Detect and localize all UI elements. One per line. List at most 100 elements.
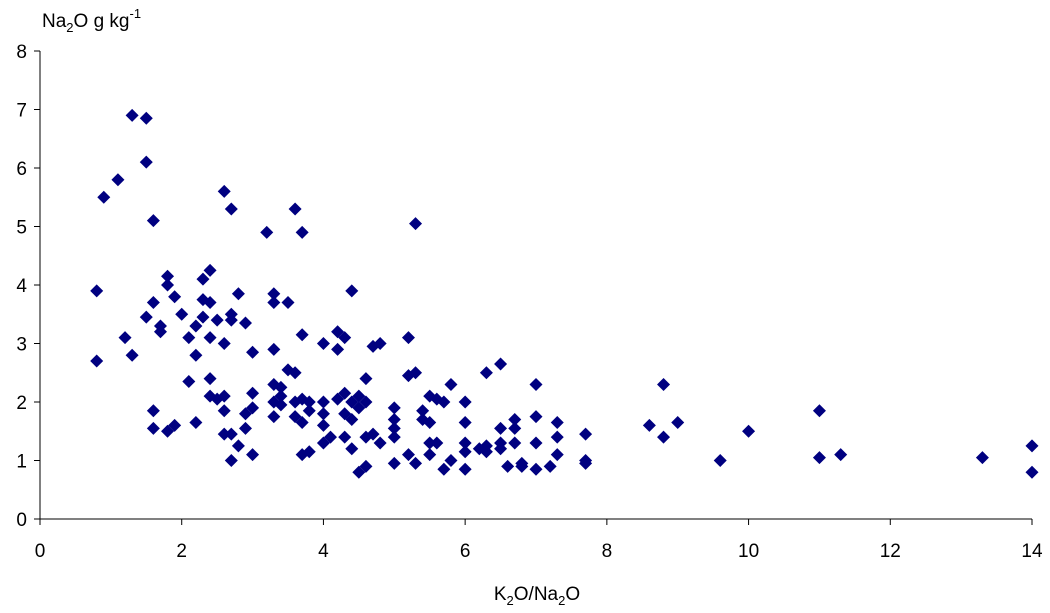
data-point <box>529 462 543 476</box>
data-point <box>217 427 231 441</box>
data-point <box>175 307 189 321</box>
data-point <box>203 372 217 386</box>
data-point <box>146 421 160 435</box>
data-point <box>246 401 260 415</box>
data-point <box>479 366 493 380</box>
x-tick-label: 12 <box>880 541 901 562</box>
data-point <box>387 421 401 435</box>
data-point <box>316 407 330 421</box>
data-point <box>182 375 196 389</box>
data-point <box>295 328 309 342</box>
data-point <box>366 427 380 441</box>
data-point <box>125 348 139 362</box>
x-tick-label: 2 <box>176 541 187 562</box>
data-point <box>387 456 401 470</box>
data-point <box>338 386 352 400</box>
data-point <box>501 459 515 473</box>
data-point <box>579 427 593 441</box>
data-point <box>267 287 281 301</box>
data-point <box>203 296 217 310</box>
data-point <box>508 436 522 450</box>
data-point <box>345 413 359 427</box>
data-point <box>331 342 345 356</box>
data-point <box>217 337 231 350</box>
data-point <box>444 454 458 467</box>
data-point <box>550 415 564 429</box>
data-point <box>494 421 508 435</box>
data-point <box>295 415 309 429</box>
data-point <box>267 342 281 356</box>
data-point <box>742 424 756 438</box>
data-point <box>267 296 281 310</box>
data-point <box>302 395 316 409</box>
data-point <box>224 202 238 216</box>
y-axis-title: Na2O g kg-1 <box>42 6 141 35</box>
data-point <box>423 415 437 429</box>
data-point <box>246 345 260 359</box>
data-point <box>550 430 564 444</box>
data-point <box>508 413 522 427</box>
data-point <box>401 331 415 345</box>
data-point <box>161 278 175 292</box>
y-tick-label: 1 <box>16 452 27 473</box>
data-point <box>409 366 423 380</box>
data-point <box>458 445 472 459</box>
data-point <box>139 155 153 169</box>
x-axis-title: K2O/Na2O <box>494 584 580 608</box>
x-tick-label: 4 <box>318 541 329 562</box>
data-point <box>387 430 401 444</box>
data-point <box>316 418 330 432</box>
data-point <box>125 108 139 122</box>
data-point <box>274 380 288 394</box>
data-point <box>182 331 196 345</box>
data-point <box>196 310 210 324</box>
data-point <box>196 272 210 286</box>
data-point <box>288 202 302 216</box>
data-point <box>260 225 274 239</box>
data-point <box>359 395 373 409</box>
data-point <box>416 404 430 418</box>
data-point <box>146 296 160 310</box>
data-point <box>217 404 231 418</box>
data-point <box>494 357 508 371</box>
data-point <box>168 290 182 304</box>
data-point <box>657 377 671 391</box>
data-point <box>657 430 671 444</box>
data-point <box>316 337 330 350</box>
data-point <box>458 462 472 476</box>
data-point <box>238 316 252 330</box>
data-point <box>345 442 359 456</box>
data-point <box>423 448 437 462</box>
data-point <box>409 456 423 470</box>
data-point <box>146 214 160 228</box>
data-point <box>118 331 132 345</box>
data-point <box>203 263 217 277</box>
data-point <box>508 421 522 435</box>
data-point <box>494 442 508 456</box>
data-point <box>316 395 330 409</box>
data-point <box>529 436 543 450</box>
data-point <box>1025 465 1039 479</box>
data-point <box>189 348 203 362</box>
data-point <box>139 111 153 125</box>
data-point <box>90 354 104 368</box>
data-point <box>338 331 352 345</box>
data-point <box>359 459 373 473</box>
data-point <box>387 413 401 427</box>
data-point <box>642 418 656 432</box>
axes <box>34 50 1033 525</box>
data-point <box>713 454 727 467</box>
data-point <box>373 436 387 450</box>
data-point <box>224 454 238 467</box>
data-point <box>359 372 373 386</box>
x-tick-label: 8 <box>602 541 613 562</box>
y-tick-label: 8 <box>16 42 27 63</box>
y-tick-label: 2 <box>16 393 27 414</box>
data-point <box>203 331 217 345</box>
data-points <box>90 108 1039 479</box>
data-point <box>338 430 352 444</box>
data-point <box>479 445 493 459</box>
data-point <box>168 418 182 432</box>
data-point <box>543 459 557 473</box>
